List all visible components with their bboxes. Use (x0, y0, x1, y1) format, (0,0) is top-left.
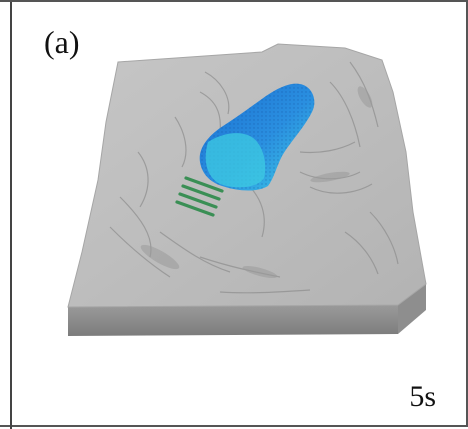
barrier-rows (175, 176, 224, 217)
landslide-toe (205, 133, 266, 188)
barrier-row (181, 184, 221, 201)
barrier-row (175, 200, 215, 217)
landslide-mass (199, 83, 315, 191)
barrier-row (184, 176, 224, 193)
panel-label: (a) (44, 24, 80, 60)
terrain-right-side (398, 284, 426, 334)
panel-divider (10, 2, 12, 429)
terrain-front-side (68, 305, 398, 336)
time-label: 5s (409, 380, 436, 413)
barrier-row (178, 192, 218, 209)
terrain-shadows (140, 86, 373, 279)
